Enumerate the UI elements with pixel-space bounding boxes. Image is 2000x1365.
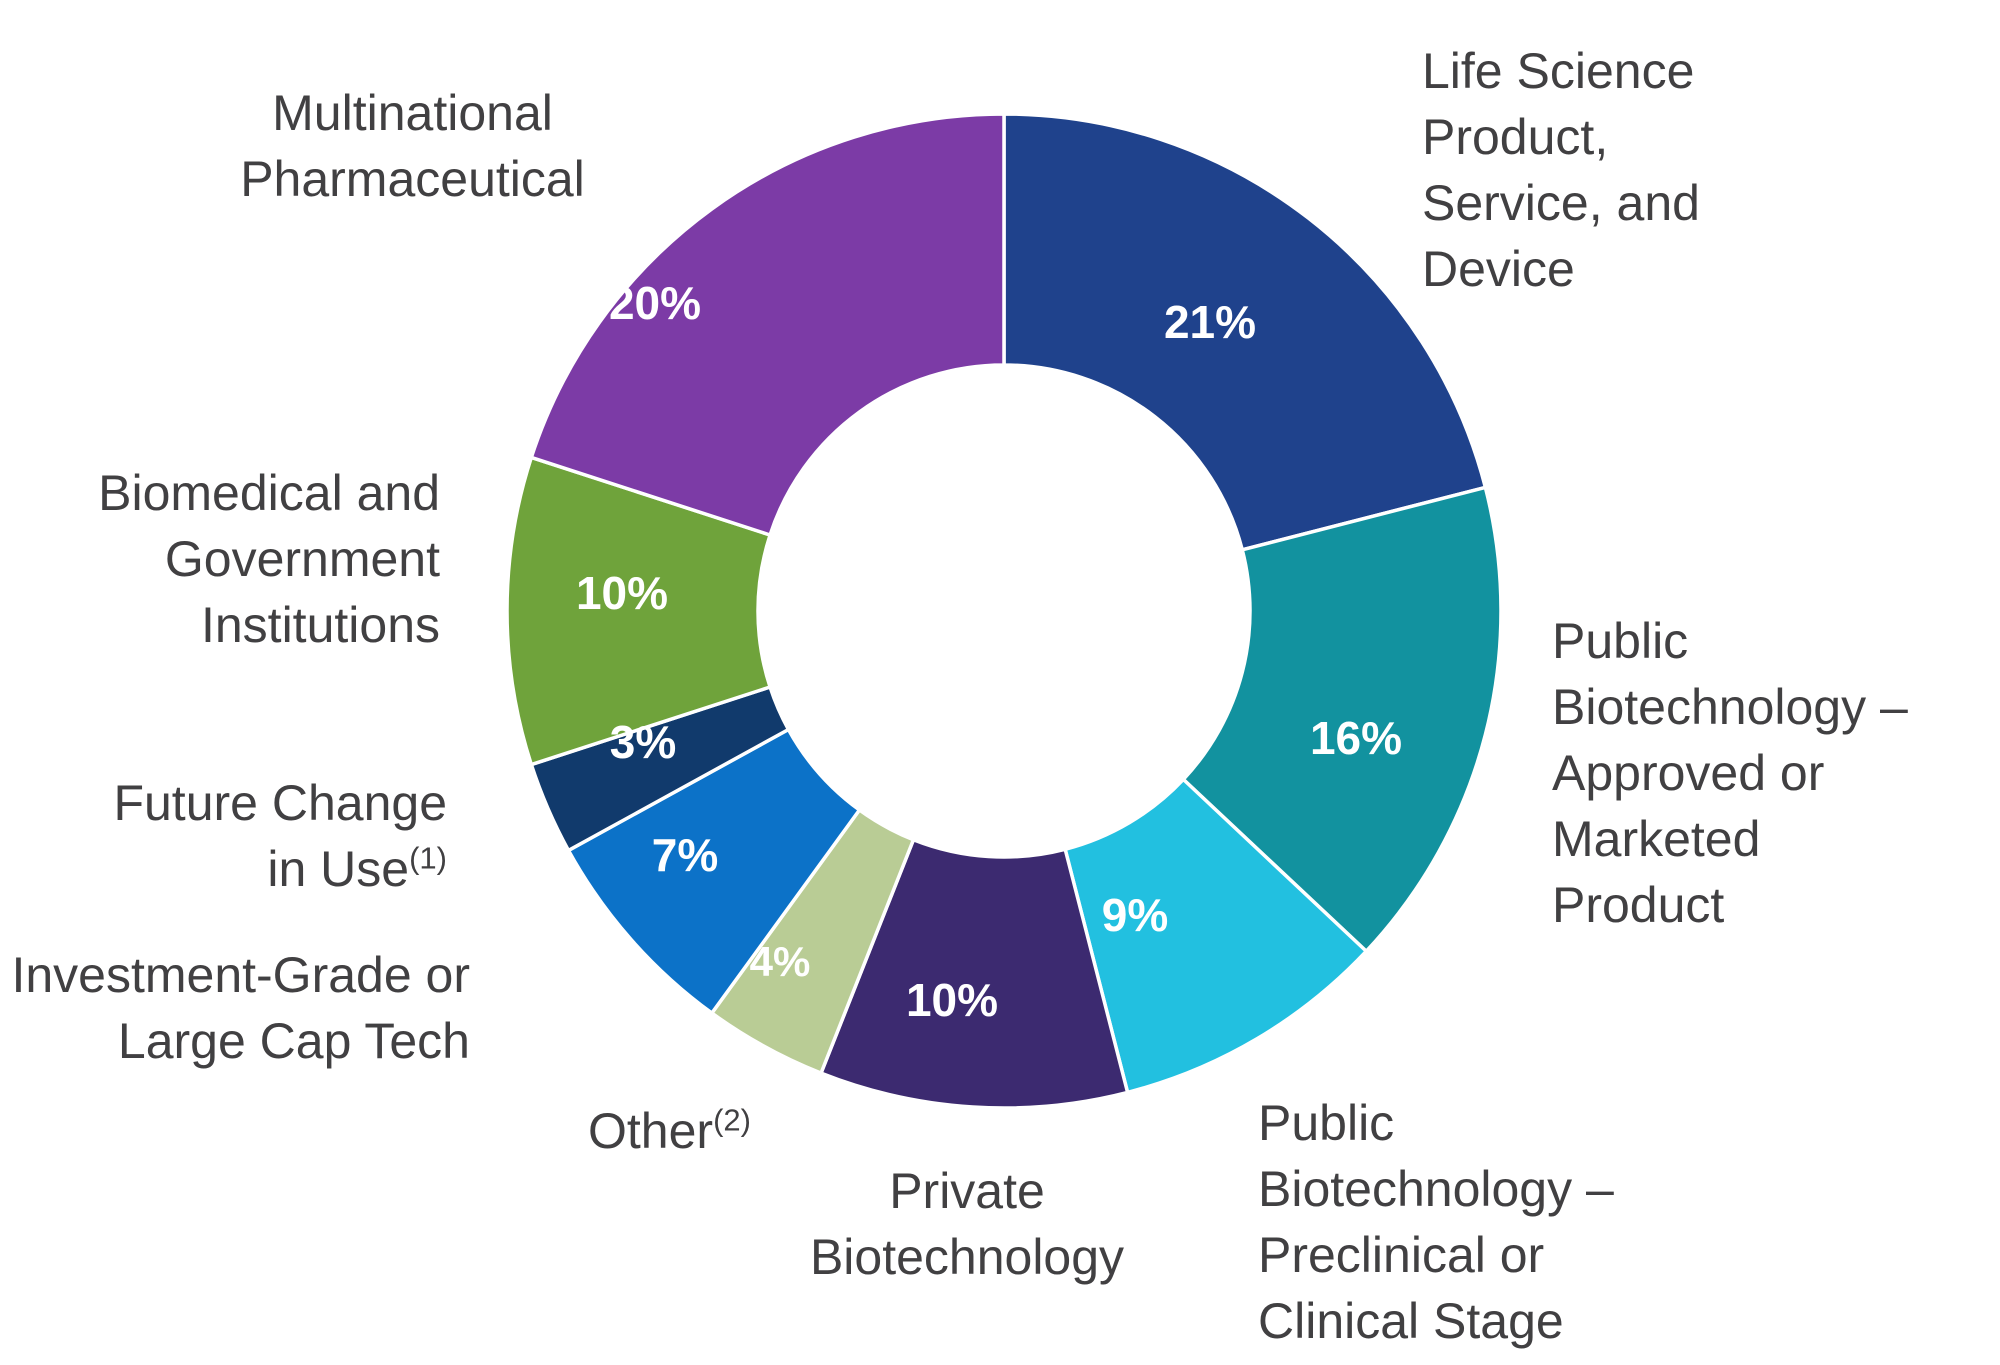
donut-segment-0	[1002, 112, 1488, 552]
label-line: Other	[588, 1103, 714, 1159]
label-line: Future Change	[113, 775, 447, 831]
label-line: Multinational	[272, 85, 553, 141]
footnote-marker-1: (1)	[409, 840, 447, 876]
value-label-multinational: 20%	[608, 277, 702, 329]
label-line: Device	[1422, 241, 1575, 297]
label-line: Service, and	[1422, 175, 1700, 231]
label-line: Product,	[1422, 109, 1609, 165]
label-line: Product	[1552, 877, 1725, 933]
donut-segment-3	[819, 837, 1130, 1110]
value-label-public-preclinical: 9%	[1101, 889, 1169, 941]
donut-segment-8	[529, 112, 1006, 537]
label-line: Biotechnology	[809, 1229, 1125, 1285]
value-label-investment-grade: 7%	[651, 829, 719, 881]
label-biomedical-government-institutions: Biomedical and Government Institutions	[0, 460, 440, 658]
donut-segment-2	[1063, 777, 1369, 1095]
label-line: Investment-Grade or	[11, 947, 470, 1003]
donut-segment-1	[1181, 485, 1503, 953]
label-line: Biomedical and	[98, 465, 440, 521]
label-public-biotech-preclinical-clinical: Public Biotechnology – Preclinical or Cl…	[1258, 1090, 1614, 1354]
label-line: in Use	[267, 841, 410, 897]
label-line: Institutions	[200, 597, 440, 653]
label-other: Other(2)	[588, 1098, 751, 1164]
label-line: Biotechnology –	[1258, 1161, 1614, 1217]
label-line: Approved or	[1552, 745, 1825, 801]
value-label-future-change: 3%	[609, 716, 677, 768]
label-line: Government	[164, 531, 440, 587]
label-line: Pharmaceutical	[240, 151, 585, 207]
label-line: Private	[889, 1163, 1045, 1219]
value-label-life-science: 21%	[1163, 296, 1257, 348]
label-investment-grade-large-cap-tech: Investment-Grade or Large Cap Tech	[0, 942, 470, 1074]
value-label-biomedical: 10%	[575, 567, 669, 619]
label-line: Marketed	[1552, 811, 1761, 867]
label-line: Life Science	[1422, 43, 1695, 99]
label-public-biotech-approved-marketed: Public Biotechnology – Approved or Marke…	[1552, 608, 1908, 938]
value-label-other: 4%	[749, 938, 811, 985]
label-line: Large Cap Tech	[117, 1013, 470, 1069]
donut-segment-7	[505, 455, 772, 767]
label-life-science-product-service-device: Life Science Product, Service, and Devic…	[1422, 38, 1700, 302]
label-line: Biotechnology –	[1552, 679, 1908, 735]
footnote-marker-2: (2)	[713, 1102, 751, 1138]
label-private-biotechnology: Private Biotechnology	[700, 1158, 1234, 1290]
label-line: Preclinical or	[1258, 1227, 1545, 1283]
label-multinational-pharmaceutical: Multinational Pharmaceutical	[175, 80, 650, 212]
label-line: Clinical Stage	[1258, 1293, 1564, 1349]
label-line: Public	[1258, 1095, 1395, 1151]
label-future-change-in-use: Future Change in Use(1)	[0, 770, 447, 902]
label-line: Public	[1552, 613, 1689, 669]
value-label-public-approved: 16%	[1309, 712, 1403, 764]
value-label-private-biotech: 10%	[905, 974, 999, 1026]
